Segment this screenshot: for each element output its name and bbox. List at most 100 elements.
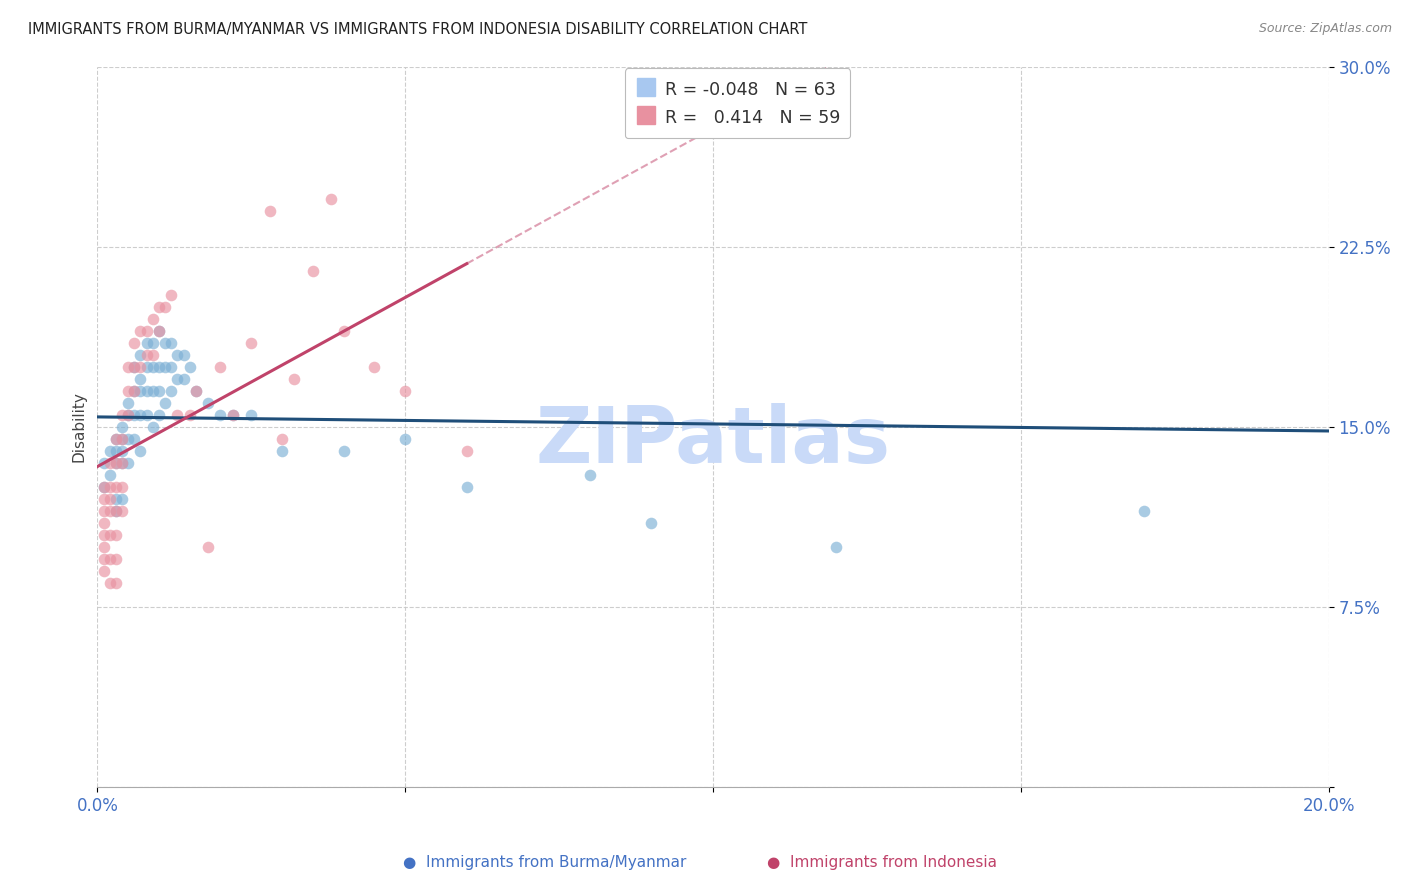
- Point: [135, 348, 157, 362]
- Point: [129, 348, 152, 362]
- Point: [160, 287, 183, 301]
- Point: [148, 359, 170, 374]
- Point: [240, 335, 263, 350]
- Point: [825, 540, 848, 554]
- Point: [222, 408, 245, 422]
- Point: [160, 384, 183, 398]
- Point: [173, 348, 195, 362]
- Point: [111, 432, 134, 446]
- Point: [179, 408, 201, 422]
- Point: [111, 419, 134, 434]
- Point: [135, 324, 157, 338]
- Point: [93, 564, 115, 578]
- Point: [93, 491, 115, 506]
- Point: [166, 372, 188, 386]
- Point: [98, 480, 121, 494]
- Point: [124, 359, 146, 374]
- Point: [363, 359, 385, 374]
- Point: [124, 335, 146, 350]
- Point: [117, 432, 139, 446]
- Point: [456, 480, 478, 494]
- Point: [124, 432, 146, 446]
- Point: [148, 324, 170, 338]
- Point: [124, 384, 146, 398]
- Point: [197, 540, 219, 554]
- Point: [271, 443, 294, 458]
- Point: [111, 408, 134, 422]
- Point: [98, 456, 121, 470]
- Point: [283, 372, 305, 386]
- Text: IMMIGRANTS FROM BURMA/MYANMAR VS IMMIGRANTS FROM INDONESIA DISABILITY CORRELATIO: IMMIGRANTS FROM BURMA/MYANMAR VS IMMIGRA…: [28, 22, 807, 37]
- Point: [222, 408, 245, 422]
- Point: [153, 395, 176, 409]
- Point: [104, 432, 127, 446]
- Point: [104, 504, 127, 518]
- Point: [142, 384, 165, 398]
- Point: [1133, 504, 1156, 518]
- Point: [129, 324, 152, 338]
- Point: [301, 263, 323, 277]
- Point: [104, 480, 127, 494]
- Text: ●  Immigrants from Burma/Myanmar: ● Immigrants from Burma/Myanmar: [402, 855, 686, 870]
- Legend: R = -0.048   N = 63, R =   0.414   N = 59: R = -0.048 N = 63, R = 0.414 N = 59: [624, 68, 851, 138]
- Text: ZIPatlas: ZIPatlas: [536, 403, 890, 479]
- Point: [394, 432, 416, 446]
- Point: [98, 443, 121, 458]
- Point: [104, 504, 127, 518]
- Point: [166, 408, 188, 422]
- Text: ●  Immigrants from Indonesia: ● Immigrants from Indonesia: [766, 855, 997, 870]
- Point: [259, 203, 281, 218]
- Point: [117, 408, 139, 422]
- Point: [93, 528, 115, 542]
- Point: [111, 491, 134, 506]
- Point: [117, 408, 139, 422]
- Point: [129, 384, 152, 398]
- Point: [98, 504, 121, 518]
- Point: [240, 408, 263, 422]
- Point: [104, 551, 127, 566]
- Point: [209, 359, 232, 374]
- Point: [166, 348, 188, 362]
- Point: [321, 192, 343, 206]
- Point: [640, 516, 662, 530]
- Point: [142, 311, 165, 326]
- Point: [160, 335, 183, 350]
- Point: [93, 516, 115, 530]
- Y-axis label: Disability: Disability: [72, 392, 86, 462]
- Point: [124, 384, 146, 398]
- Point: [111, 432, 134, 446]
- Point: [209, 408, 232, 422]
- Point: [579, 467, 602, 482]
- Point: [124, 359, 146, 374]
- Point: [93, 480, 115, 494]
- Point: [104, 456, 127, 470]
- Point: [173, 372, 195, 386]
- Point: [148, 408, 170, 422]
- Point: [142, 359, 165, 374]
- Point: [111, 456, 134, 470]
- Point: [98, 528, 121, 542]
- Point: [111, 504, 134, 518]
- Point: [104, 443, 127, 458]
- Point: [98, 491, 121, 506]
- Point: [93, 551, 115, 566]
- Text: Source: ZipAtlas.com: Source: ZipAtlas.com: [1258, 22, 1392, 36]
- Point: [153, 300, 176, 314]
- Point: [93, 456, 115, 470]
- Point: [332, 443, 354, 458]
- Point: [104, 575, 127, 590]
- Point: [179, 359, 201, 374]
- Point: [142, 335, 165, 350]
- Point: [153, 335, 176, 350]
- Point: [124, 408, 146, 422]
- Point: [104, 491, 127, 506]
- Point: [148, 384, 170, 398]
- Point: [93, 540, 115, 554]
- Point: [456, 443, 478, 458]
- Point: [98, 551, 121, 566]
- Point: [117, 359, 139, 374]
- Point: [93, 504, 115, 518]
- Point: [111, 480, 134, 494]
- Point: [135, 335, 157, 350]
- Point: [129, 443, 152, 458]
